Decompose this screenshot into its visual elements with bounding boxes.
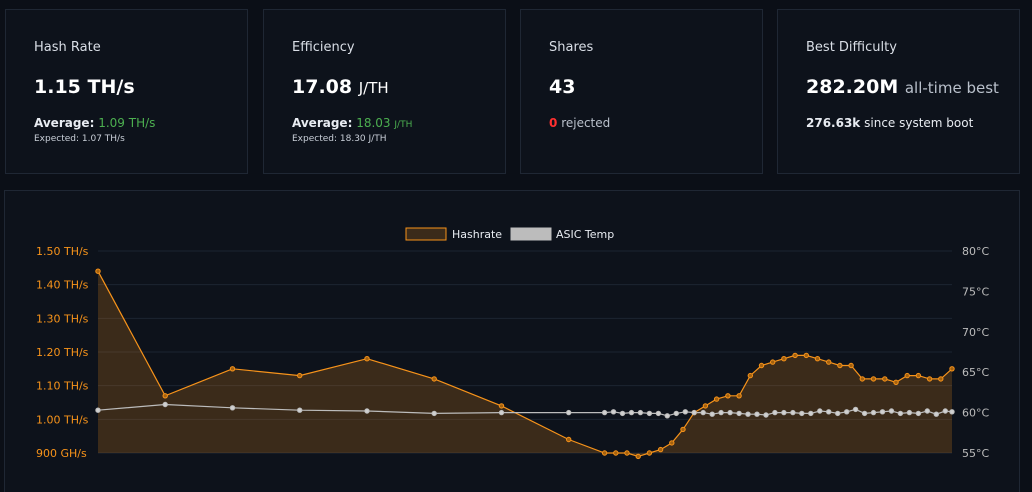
best-difficulty-since: 276.63k since system boot: [806, 116, 973, 130]
efficiency-card: Efficiency 17.08 J/TH Average: 18.03 J/T…: [263, 9, 506, 174]
hash-rate-card: Hash Rate 1.15 TH/s Average: 1.09 TH/s E…: [5, 9, 248, 174]
efficiency-number: 17.08: [292, 76, 353, 98]
best-difficulty-card: Best Difficulty 282.20M all-time best 27…: [777, 9, 1020, 174]
best-difficulty-title: Best Difficulty: [806, 40, 897, 55]
hash-rate-expected: Expected: 1.07 TH/s: [34, 134, 125, 144]
best-difficulty-value: 282.20M all-time best: [806, 76, 999, 98]
hash-rate-average-label: Average:: [34, 116, 95, 130]
efficiency-value: 17.08 J/TH: [292, 76, 389, 98]
efficiency-average-unit: J/TH: [394, 120, 413, 130]
hash-rate-average-value: 1.09 TH/s: [98, 116, 156, 130]
shares-rejected-count: 0: [549, 116, 558, 130]
hash-rate-number: 1.15: [34, 76, 81, 98]
efficiency-title: Efficiency: [292, 40, 355, 55]
shares-card: Shares 43 0 rejected: [520, 9, 763, 174]
hash-rate-value: 1.15 TH/s: [34, 76, 135, 98]
efficiency-expected: Expected: 18.30 J/TH: [292, 134, 387, 144]
shares-rejected: 0 rejected: [549, 116, 610, 130]
hash-rate-title: Hash Rate: [34, 40, 101, 55]
shares-rejected-label: rejected: [561, 116, 611, 130]
best-difficulty-suffix: all-time best: [904, 79, 999, 97]
chart-panel: [4, 190, 1020, 492]
efficiency-unit: J/TH: [358, 79, 389, 97]
efficiency-average-value: 18.03: [356, 116, 391, 130]
efficiency-average-label: Average:: [292, 116, 353, 130]
best-difficulty-number: 282.20M: [806, 76, 899, 98]
efficiency-average: Average: 18.03 J/TH: [292, 116, 412, 130]
shares-value: 43: [549, 76, 576, 98]
best-difficulty-since-label: since system boot: [864, 116, 974, 130]
hash-rate-unit: TH/s: [87, 76, 135, 98]
shares-title: Shares: [549, 40, 594, 55]
hash-rate-average: Average: 1.09 TH/s: [34, 116, 155, 130]
best-difficulty-since-value: 276.63k: [806, 116, 861, 130]
